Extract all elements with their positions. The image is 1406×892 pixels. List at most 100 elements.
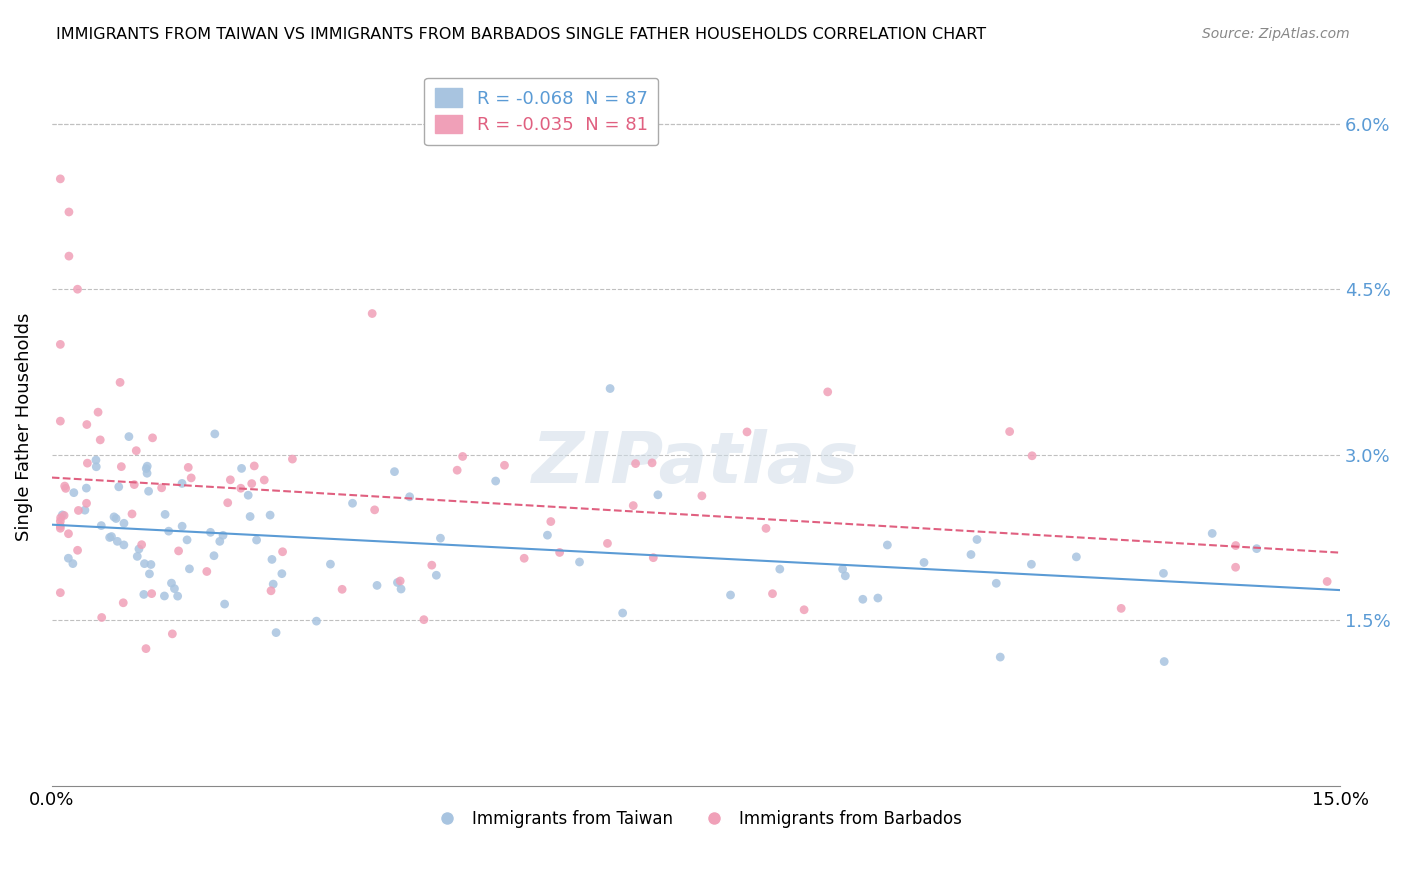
- Point: [112, 538, 135, 552]
- Point: [118, 429, 141, 443]
- Point: [264, 625, 287, 640]
- Point: [361, 306, 384, 320]
- Point: [536, 528, 558, 542]
- Point: [110, 459, 132, 474]
- Point: [76, 496, 98, 510]
- Point: [153, 589, 176, 603]
- Point: [852, 592, 875, 607]
- Point: [596, 536, 619, 550]
- Point: [412, 613, 434, 627]
- Point: [966, 533, 988, 547]
- Point: [122, 477, 145, 491]
- Point: [170, 476, 193, 491]
- Point: [49, 519, 72, 533]
- Point: [153, 508, 176, 522]
- Point: [53, 479, 76, 493]
- Point: [84, 459, 107, 474]
- Point: [136, 467, 159, 481]
- Point: [87, 405, 110, 419]
- Point: [195, 565, 218, 579]
- Text: Source: ZipAtlas.com: Source: ZipAtlas.com: [1202, 27, 1350, 41]
- Point: [49, 585, 72, 599]
- Point: [389, 574, 412, 588]
- Point: [998, 425, 1021, 439]
- Point: [55, 482, 77, 496]
- Point: [162, 627, 184, 641]
- Point: [136, 459, 159, 474]
- Point: [1153, 655, 1175, 669]
- Point: [75, 481, 97, 495]
- Point: [141, 431, 163, 445]
- Point: [202, 549, 225, 563]
- Point: [769, 562, 792, 576]
- Point: [107, 480, 129, 494]
- Point: [90, 610, 112, 624]
- Point: [876, 538, 898, 552]
- Point: [58, 526, 80, 541]
- Point: [243, 458, 266, 473]
- Point: [988, 650, 1011, 665]
- Point: [131, 538, 153, 552]
- Point: [177, 460, 200, 475]
- Point: [1109, 601, 1132, 615]
- Point: [912, 556, 935, 570]
- Point: [76, 456, 98, 470]
- Point: [612, 606, 634, 620]
- Point: [138, 484, 160, 499]
- Point: [1021, 558, 1043, 572]
- Point: [1066, 549, 1088, 564]
- Point: [245, 533, 267, 547]
- Point: [831, 562, 853, 576]
- Point: [166, 589, 188, 603]
- Point: [63, 485, 86, 500]
- Point: [67, 503, 90, 517]
- Text: ZIPatlas: ZIPatlas: [533, 428, 859, 498]
- Point: [53, 508, 76, 523]
- Point: [253, 473, 276, 487]
- Point: [167, 544, 190, 558]
- Point: [624, 457, 647, 471]
- Point: [305, 614, 328, 628]
- Point: [214, 597, 236, 611]
- Point: [548, 545, 571, 559]
- Point: [485, 474, 508, 488]
- Text: IMMIGRANTS FROM TAIWAN VS IMMIGRANTS FROM BARBADOS SINGLE FATHER HOUSEHOLDS CORR: IMMIGRANTS FROM TAIWAN VS IMMIGRANTS FRO…: [56, 27, 987, 42]
- Point: [112, 596, 135, 610]
- Point: [76, 417, 98, 432]
- Point: [281, 452, 304, 467]
- Point: [621, 499, 644, 513]
- Point: [212, 528, 235, 542]
- Point: [163, 582, 186, 596]
- Point: [98, 531, 121, 545]
- Point: [599, 382, 621, 396]
- Point: [342, 496, 364, 510]
- Point: [89, 433, 111, 447]
- Point: [157, 524, 180, 538]
- Point: [1225, 539, 1247, 553]
- Point: [641, 456, 664, 470]
- Point: [270, 566, 292, 581]
- Point: [231, 461, 253, 475]
- Point: [49, 414, 72, 428]
- Point: [49, 521, 72, 535]
- Point: [451, 450, 474, 464]
- Point: [128, 541, 150, 556]
- Point: [1021, 449, 1043, 463]
- Point: [398, 490, 420, 504]
- Point: [180, 471, 202, 485]
- Point: [387, 575, 409, 590]
- Point: [866, 591, 889, 605]
- Point: [176, 533, 198, 547]
- Point: [58, 551, 80, 566]
- Point: [125, 443, 148, 458]
- Point: [100, 530, 122, 544]
- Point: [330, 582, 353, 597]
- Point: [690, 489, 713, 503]
- Point: [238, 488, 260, 502]
- Point: [66, 543, 89, 558]
- Point: [420, 558, 443, 573]
- Point: [239, 509, 262, 524]
- Point: [51, 508, 73, 522]
- Point: [219, 473, 242, 487]
- Point: [138, 566, 160, 581]
